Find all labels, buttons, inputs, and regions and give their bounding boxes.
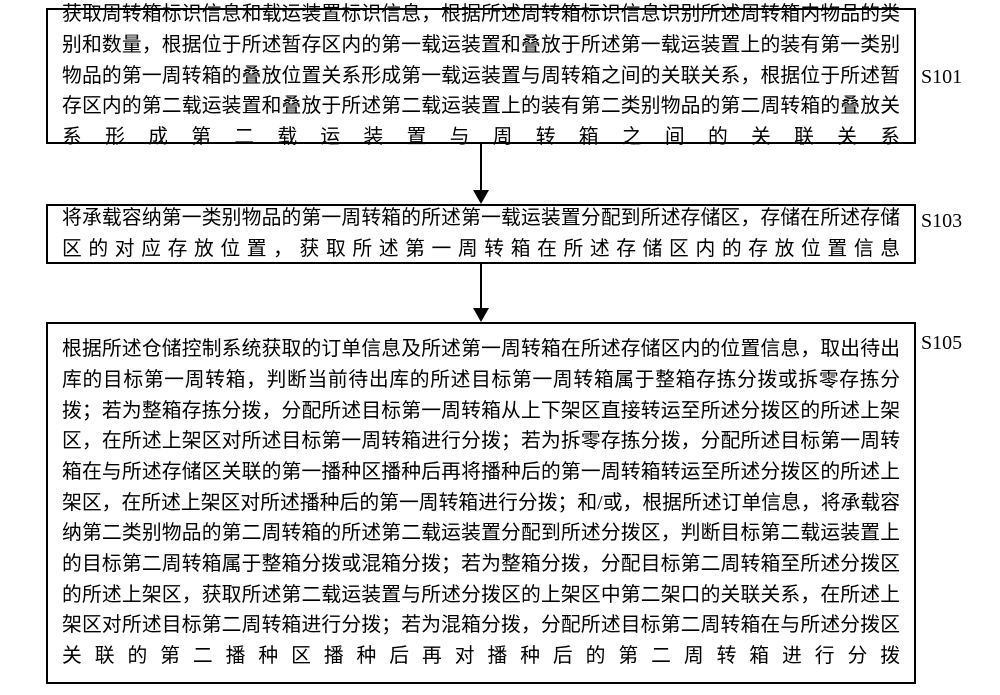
flow-label-s103: S103 [921, 210, 962, 233]
arrow-2-head-icon [473, 308, 489, 322]
flow-node-s101-text: 获取周转箱标识信息和载运装置标识信息，根据所述周转箱标识信息识别所述周转箱内物品… [62, 0, 900, 153]
flow-node-s105: 根据所述仓储控制系统获取的订单信息及所述第一周转箱在所述存储区内的位置信息，取出… [46, 322, 916, 684]
flow-label-s105: S105 [921, 332, 962, 355]
flow-node-s103-text: 将承载容纳第一类别物品的第一周转箱的所述第一载运装置分配到所述存储区，存储在所述… [62, 203, 900, 264]
flow-node-s103: 将承载容纳第一类别物品的第一周转箱的所述第一载运装置分配到所述存储区，存储在所述… [46, 204, 916, 264]
arrow-1-head-icon [473, 190, 489, 204]
arrow-2-shaft [480, 264, 482, 308]
flow-node-s101: 获取周转箱标识信息和载运装置标识信息，根据所述周转箱标识信息识别所述周转箱内物品… [46, 8, 916, 144]
flow-node-s105-text: 根据所述仓储控制系统获取的订单信息及所述第一周转箱在所述存储区内的位置信息，取出… [62, 334, 900, 671]
arrow-1-shaft [480, 144, 482, 190]
flowchart-canvas: 获取周转箱标识信息和载运装置标识信息，根据所述周转箱标识信息识别所述周转箱内物品… [0, 0, 1000, 695]
flow-label-s101: S101 [921, 66, 962, 89]
